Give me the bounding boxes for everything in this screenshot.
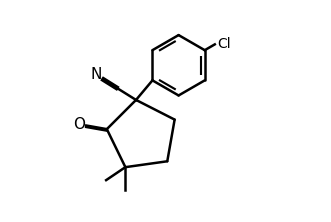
Text: Cl: Cl — [217, 37, 231, 51]
Text: N: N — [90, 67, 102, 82]
Text: O: O — [73, 117, 85, 132]
